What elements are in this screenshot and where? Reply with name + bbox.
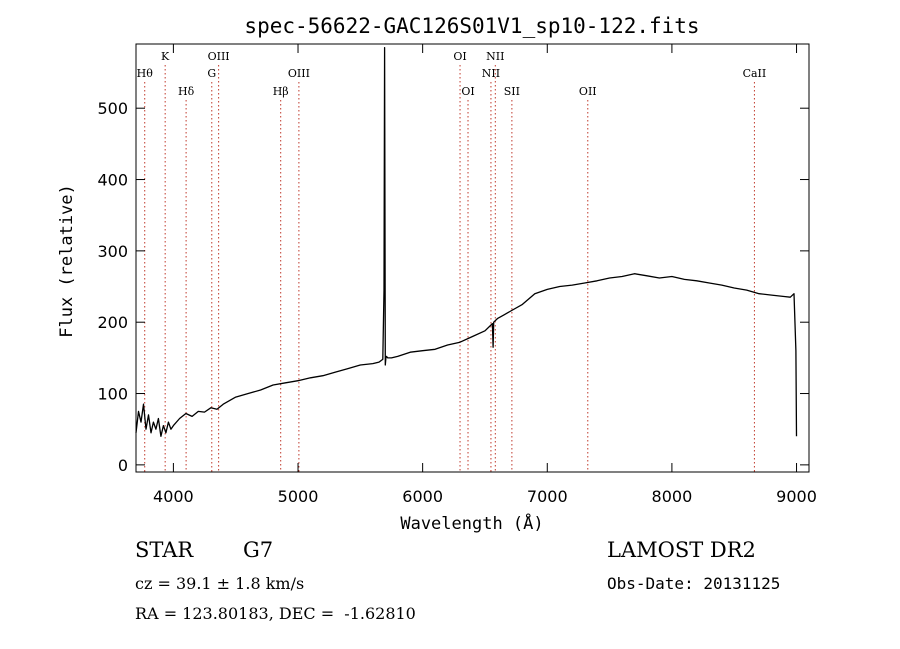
velocity-text: cz = 39.1 ± 1.8 km/s [135, 574, 305, 593]
y-axis-label: Flux (relative) [57, 184, 77, 338]
marker-label: OIII [208, 50, 230, 63]
y-tick-label: 300 [97, 242, 128, 261]
x-tick-label: 7000 [527, 487, 568, 506]
axis-ticks: 4000 5000 6000 7000 8000 9000 0 100 200 300 400 500 [97, 44, 817, 506]
y-tick-label: 100 [97, 385, 128, 404]
marker-label: OIII [288, 67, 310, 80]
marker-label: Hθ [137, 67, 154, 80]
marker-label: SII [504, 85, 520, 98]
survey-label: LAMOST DR2 [607, 538, 756, 562]
subclass-label: G7 [243, 538, 274, 562]
y-tick-label: 500 [97, 99, 128, 118]
plot-frame [135, 43, 810, 473]
chart-title: spec-56622-GAC126S01V1_sp10-122.fits [244, 14, 699, 38]
marker-label: CaII [743, 67, 767, 80]
marker-label: Hβ [273, 85, 289, 98]
marker-label: OII [579, 85, 597, 98]
x-tick-label: 6000 [402, 487, 443, 506]
y-tick-label: 0 [118, 456, 128, 475]
y-tick-label: 400 [97, 171, 128, 190]
marker-label: G [207, 67, 216, 80]
x-axis-label: Wavelength (Å) [400, 512, 543, 534]
x-tick-label: 9000 [776, 487, 817, 506]
series-layer [135, 46, 798, 437]
spectrum-line [135, 46, 798, 437]
line-markers: Hθ K Hδ G OIII Hβ OIII OI OI NII NII SII OII CaII [137, 50, 767, 472]
x-tick-label: 5000 [278, 487, 319, 506]
marker-label: OI [453, 50, 466, 63]
obs-date-text: Obs-Date: 20131125 [607, 574, 781, 593]
marker-label: Hδ [178, 85, 195, 98]
marker-label: K [161, 50, 170, 63]
class-label: STAR [135, 538, 194, 562]
marker-label: OI [461, 85, 474, 98]
y-tick-label: 200 [97, 313, 128, 332]
x-tick-label: 8000 [652, 487, 693, 506]
marker-label: NII [486, 50, 504, 63]
x-tick-label: 4000 [153, 487, 194, 506]
marker-label: NII [482, 67, 500, 80]
coordinates-text: RA = 123.80183, DEC = -1.62810 [135, 604, 416, 623]
